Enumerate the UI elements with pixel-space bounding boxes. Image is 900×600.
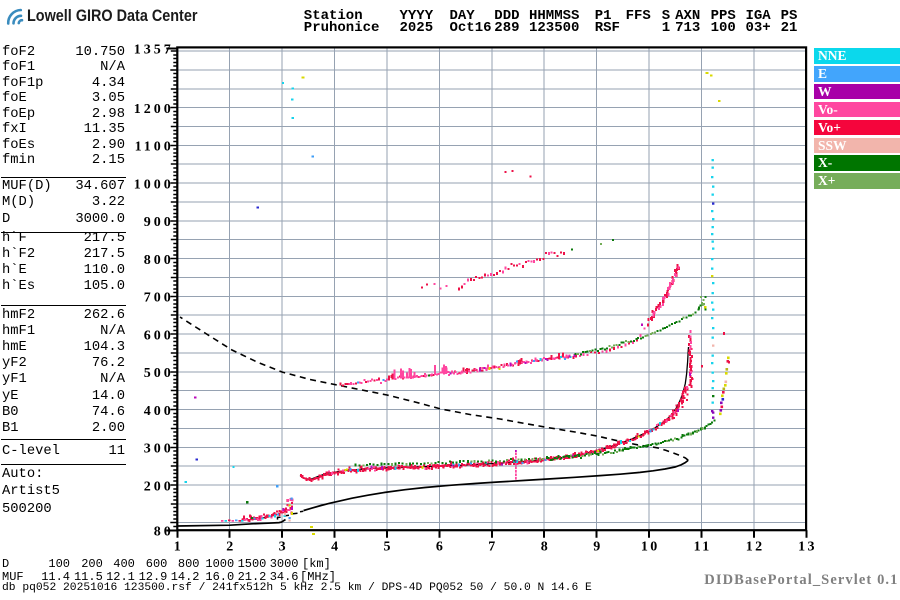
svg-text:1: 1 (174, 540, 183, 555)
svg-text:3: 3 (279, 540, 288, 555)
svg-text:11: 11 (694, 540, 712, 555)
svg-text:4: 4 (331, 540, 340, 555)
svg-text:300: 300 (144, 442, 174, 457)
svg-text:800: 800 (144, 253, 174, 268)
svg-text:80: 80 (154, 525, 174, 540)
svg-text:200: 200 (144, 479, 174, 494)
svg-text:500: 500 (144, 366, 174, 381)
svg-text:8: 8 (541, 540, 550, 555)
svg-text:1100: 1100 (135, 140, 174, 155)
svg-text:6: 6 (436, 540, 445, 555)
svg-text:900: 900 (144, 215, 174, 230)
svg-text:1357: 1357 (134, 43, 174, 58)
svg-text:2: 2 (226, 540, 235, 555)
svg-text:400: 400 (144, 404, 174, 419)
svg-text:10: 10 (641, 540, 660, 555)
svg-text:1200: 1200 (134, 102, 174, 117)
svg-text:700: 700 (144, 291, 174, 306)
svg-text:9: 9 (593, 540, 602, 555)
svg-text:12: 12 (746, 540, 765, 555)
svg-text:7: 7 (488, 540, 497, 555)
svg-text:5: 5 (383, 540, 392, 555)
svg-text:1000: 1000 (134, 177, 174, 192)
svg-text:13: 13 (798, 540, 817, 555)
svg-text:600: 600 (144, 328, 174, 343)
